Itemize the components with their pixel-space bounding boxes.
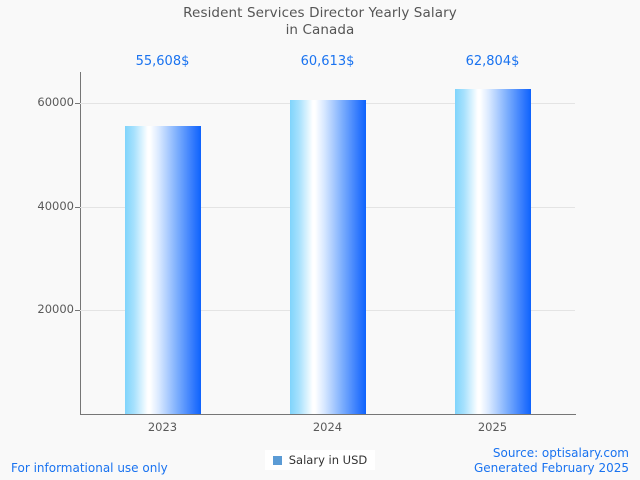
chart-legend: Salary in USD (0, 450, 640, 470)
bar-value-label-2025: 62,804$ (465, 54, 520, 69)
y-axis-tick (75, 310, 80, 312)
source-text: Source: optisalary.com (492, 446, 629, 460)
y-axis-tick (75, 103, 80, 105)
disclaimer-text: For informational use only (11, 461, 168, 475)
bar-value-label-2024: 60,613$ (300, 54, 355, 69)
y-axis-tick (75, 206, 80, 208)
y-axis-tick-label: 60000 (37, 95, 74, 110)
bar-value-label-2023: 55,608$ (135, 54, 190, 69)
y-axis-tick-label: 20000 (37, 302, 74, 317)
legend-entry-salary-in-usd[interactable]: Salary in USD (264, 450, 376, 470)
legend-label: Salary in USD (288, 453, 368, 467)
x-axis-line (80, 414, 576, 415)
source-block: Source: optisalary.com Generated Februar… (474, 446, 629, 476)
legend-swatch-icon (272, 455, 282, 465)
x-axis-tick-label-2023: 2023 (147, 420, 178, 434)
y-axis-line (80, 72, 81, 415)
y-axis-tick-label: 40000 (37, 198, 74, 213)
generated-text: Generated February 2025 (473, 461, 629, 475)
bar-2025[interactable] (454, 88, 531, 414)
bar-2023[interactable] (124, 125, 201, 414)
bar-2024[interactable] (289, 99, 366, 414)
x-axis-tick-label-2025: 2025 (477, 420, 508, 434)
x-axis-tick-label-2024: 2024 (312, 420, 343, 434)
chart-title: Resident Services Director Yearly Salary… (183, 5, 457, 38)
